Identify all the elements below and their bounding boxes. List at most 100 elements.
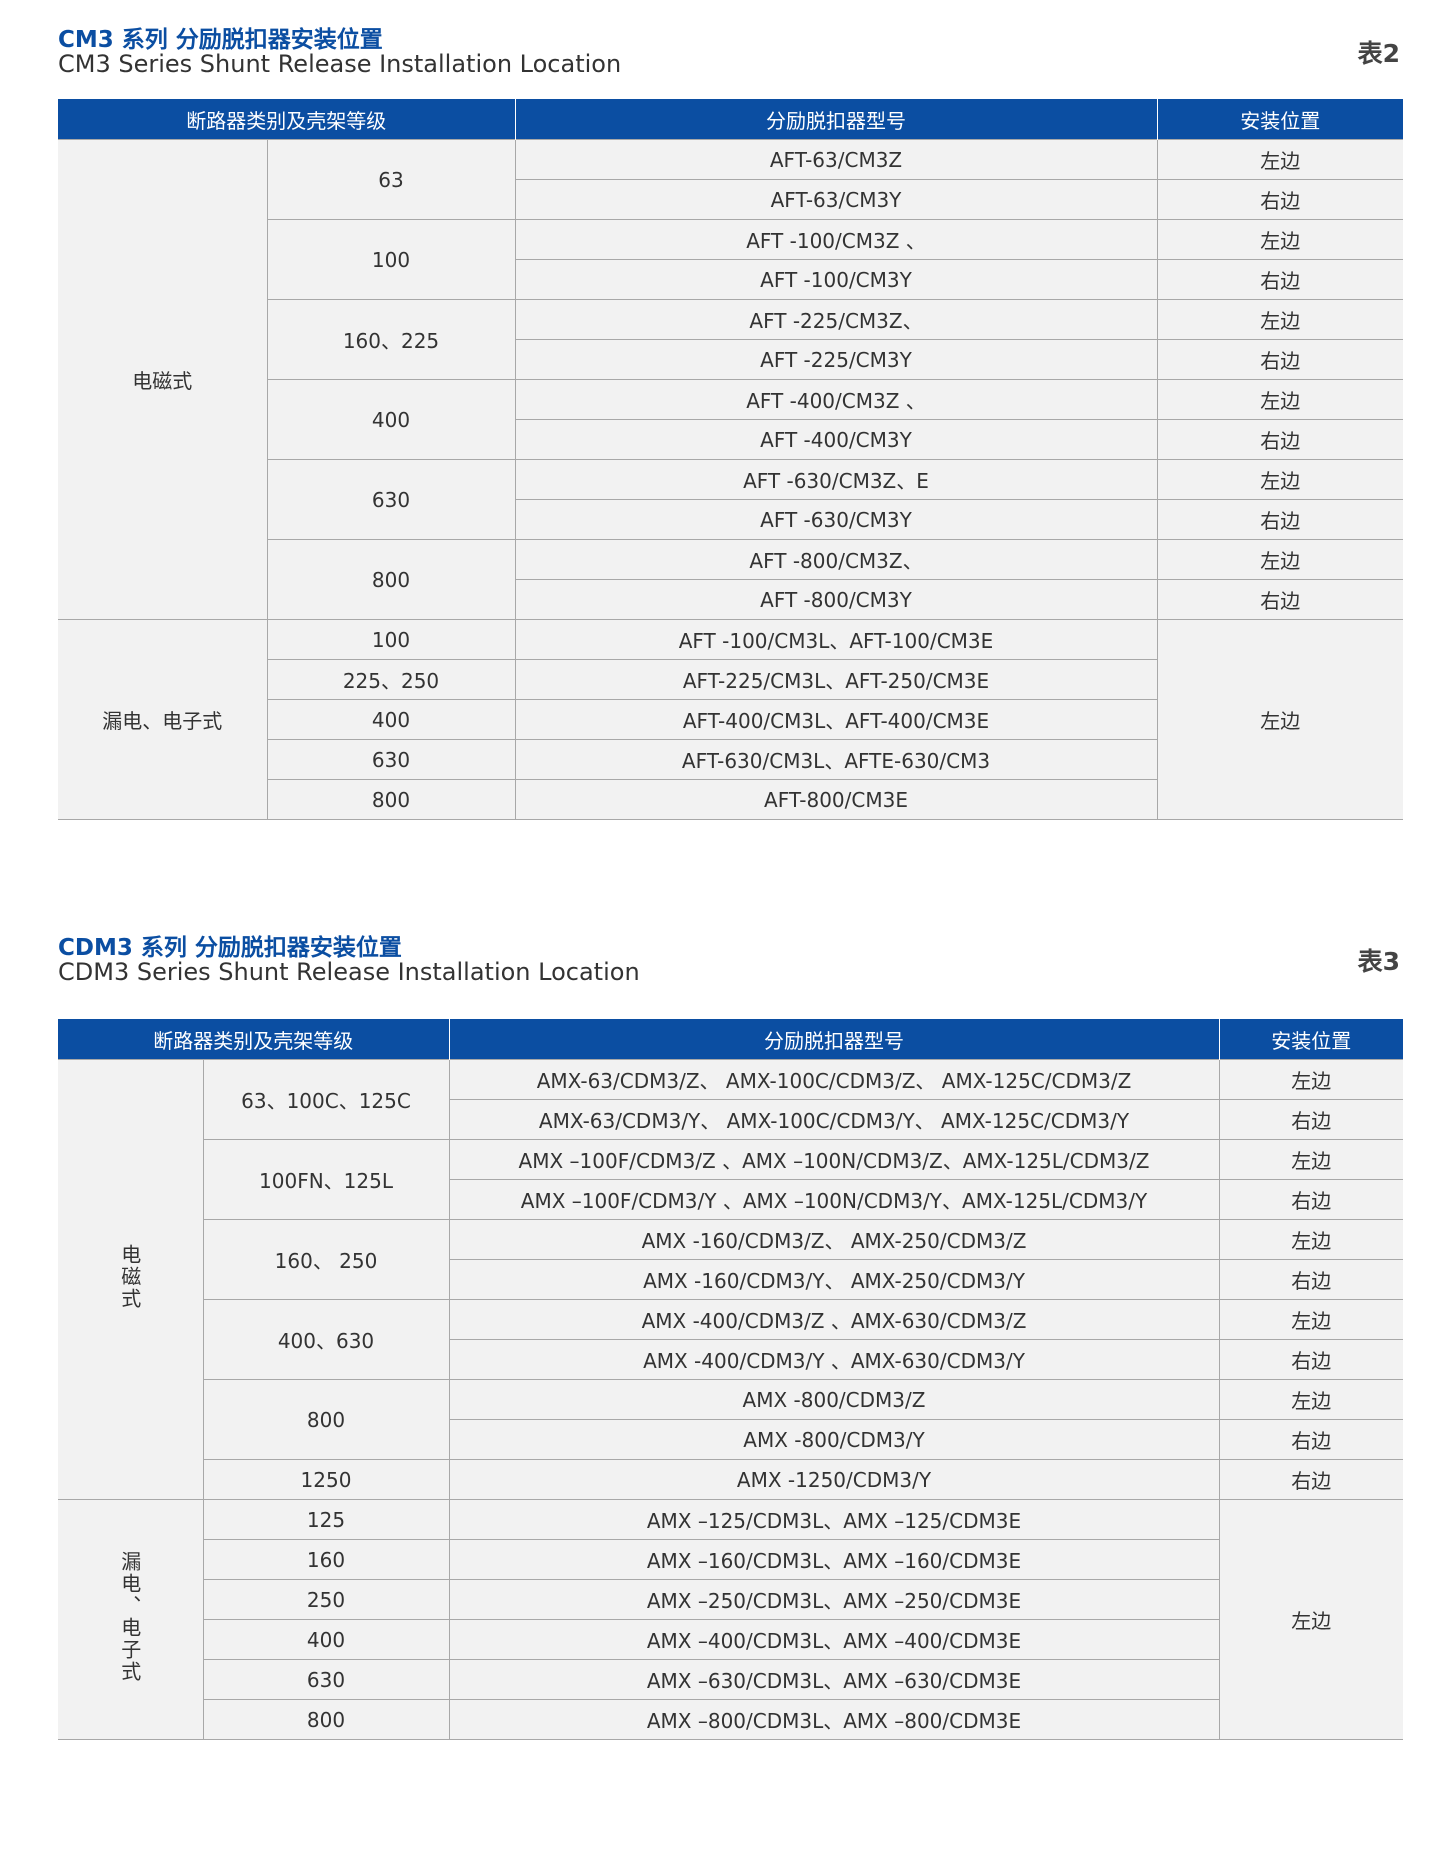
model-cell: AFT -630/CM3Y <box>515 499 1158 540</box>
position-cell: 左边 <box>1156 139 1403 180</box>
position-cell: 左边 <box>1156 459 1403 500</box>
frame-size-cell: 800 <box>203 1379 450 1460</box>
position-cell: 右边 <box>1156 339 1403 380</box>
model-cell: AFT -100/CM3Y <box>515 259 1158 300</box>
category-cell: 漏电、电子式 <box>58 1499 204 1740</box>
frame-size-cell: 630 <box>267 459 516 540</box>
model-cell: AFT -400/CM3Y <box>515 419 1158 460</box>
position-cell: 左边 <box>1156 619 1403 820</box>
table-row: 630 AFT -630/CM3Z、E 左边 <box>58 459 1403 540</box>
frame-size-cell: 400 <box>267 379 516 460</box>
column-header: 断路器类别及壳架等级 <box>58 1019 449 1060</box>
position-cell: 左边 <box>1218 1499 1403 1740</box>
frame-size-cell: 63 <box>266 139 516 220</box>
position-cell: 左边 <box>1218 1379 1403 1420</box>
category-cell: 电磁式 <box>58 139 268 620</box>
table-row: 400 AFT-400/CM3L、AFT-400/CM3E <box>58 699 1403 740</box>
position-cell: 左边 <box>1156 539 1403 580</box>
table-row: AMX -400/CDM3/Y 、AMX-630/CDM3/Y 右边 <box>58 1339 1403 1380</box>
table-row: 100 AFT -100/CM3Z 、左边 <box>58 219 1403 300</box>
column-header: 安装位置 <box>1218 1019 1403 1060</box>
table2-title-cn: CM3 系列 分励脱扣器安装位置 <box>58 27 383 53</box>
table-row: 800 AMX -800/CDM3/Z 左边 <box>58 1379 1403 1460</box>
table-row: 漏电、电子式 100 AFT -100/CM3L、AFT-100/CM3E 左边 <box>58 619 1403 820</box>
model-cell: AFT -800/CM3Y <box>515 579 1158 620</box>
model-cell: AMX –250/CDM3L、AMX –250/CDM3E <box>448 1579 1219 1620</box>
frame-size-cell: 250 <box>203 1579 450 1620</box>
table-row: 160 AMX –160/CDM3L、AMX –160/CDM3E <box>58 1539 1403 1580</box>
table-row: AFT -400/CM3Y 右边 <box>58 419 1403 460</box>
model-cell: AFT-400/CM3L、AFT-400/CM3E <box>514 699 1157 740</box>
table-row: AFT -800/CM3Y 右边 <box>58 579 1403 620</box>
category-label: 漏电、电子式 <box>117 1551 142 1683</box>
model-cell: AMX -400/CDM3/Z 、AMX-630/CDM3/Z <box>448 1299 1220 1340</box>
table-row: 800 AMX –800/CDM3L、AMX –800/CDM3E <box>58 1699 1403 1740</box>
table-row: 630 AFT-630/CM3L、AFTE-630/CM3 <box>58 739 1403 780</box>
model-cell: AMX –400/CDM3L、AMX –400/CDM3E <box>448 1619 1219 1660</box>
header-row: 断路器类别及壳架等级 分励脱扣器型号 安装位置 <box>58 1019 1403 1060</box>
table-row: 630 AMX –630/CDM3L、AMX –630/CDM3E <box>58 1659 1403 1700</box>
frame-size-cell: 100 <box>267 219 516 300</box>
table-row: 100FN、125L AMX –100F/CDM3/Z 、AMX –100N/CD… <box>58 1139 1403 1220</box>
position-cell: 右边 <box>1156 179 1403 220</box>
position-cell: 右边 <box>1156 579 1403 620</box>
frame-size-cell: 400 <box>203 1619 450 1660</box>
position-cell: 左边 <box>1156 299 1403 340</box>
frame-size-cell: 800 <box>267 539 516 620</box>
frame-size-cell: 225、250 <box>267 659 516 700</box>
model-cell: AFT -225/CM3Z、 <box>514 299 1158 340</box>
frame-size-cell: 630 <box>267 739 516 780</box>
model-cell: AMX –800/CDM3L、AMX –800/CDM3E <box>448 1699 1219 1740</box>
model-cell: AFT-800/CM3E <box>514 779 1157 820</box>
position-cell: 右边 <box>1218 1339 1403 1380</box>
model-cell: AFT -225/CM3Y <box>515 339 1158 380</box>
table3-tag: 表3 <box>1357 947 1400 976</box>
model-cell: AMX –630/CDM3L、AMX –630/CDM3E <box>448 1659 1219 1700</box>
position-cell: 左边 <box>1156 219 1403 260</box>
category-label: 电磁式 <box>132 369 193 393</box>
position-cell: 右边 <box>1156 419 1403 460</box>
table-row: AMX-63/CDM3/Y、 AMX-100C/CDM3/Y、 AMX-125C… <box>58 1099 1403 1140</box>
category-cell: 漏电、电子式 <box>58 619 268 820</box>
table-row: AFT-63/CM3Y 右边 <box>58 179 1403 220</box>
model-cell: AMX-63/CDM3/Z、 AMX-100C/CDM3/Z、 AMX-125C… <box>448 1059 1220 1100</box>
table2-tag: 表2 <box>1357 39 1400 68</box>
frame-size-cell: 400 <box>267 699 516 740</box>
table-row: AMX –100F/CDM3/Y 、AMX –100N/CDM3/Y、AMX-1… <box>58 1179 1403 1220</box>
frame-size-cell: 160、225 <box>267 299 516 380</box>
frame-size-cell: 160 <box>203 1539 450 1580</box>
table-row: 225、250 AFT-225/CM3L、AFT-250/CM3E <box>58 659 1403 700</box>
table-row: 800 AFT -800/CM3Z、 左边 <box>58 539 1403 620</box>
category-label: 电磁式 <box>117 1244 142 1310</box>
model-cell: AMX-63/CDM3/Y、 AMX-100C/CDM3/Y、 AMX-125C… <box>449 1099 1220 1140</box>
model-cell: AMX –125/CDM3L、AMX –125/CDM3E <box>448 1499 1220 1540</box>
table-row: 1250 AMX -1250/CDM3/Y 右边 <box>58 1459 1403 1500</box>
frame-size-cell: 160、 250 <box>203 1219 450 1300</box>
table3-title-cn: CDM3 系列 分励脱扣器安装位置 <box>58 935 402 961</box>
table2-title-en: CM3 Series Shunt Release Installation Lo… <box>58 50 622 78</box>
position-cell: 右边 <box>1156 259 1403 300</box>
table-row: AFT -100/CM3Y 右边 <box>58 259 1403 300</box>
table-row: 400 AMX –400/CDM3L、AMX –400/CDM3E <box>58 1619 1403 1660</box>
cm3-shunt-release-table: 断路器类别及壳架等级 分励脱扣器型号 安装位置 电磁式 63 AFT-63/CM3Z 左边 A… <box>58 99 1403 820</box>
model-cell: AFT-630/CM3L、AFTE-630/CM3 <box>514 739 1157 780</box>
table-row: 电磁式 63 AFT-63/CM3Z 左边 <box>58 139 1403 620</box>
table-row: 400 AFT -400/CM3Z 、左边 <box>58 379 1403 460</box>
position-cell: 右边 <box>1218 1099 1403 1140</box>
table-row: AFT -225/CM3Y 右边 <box>58 339 1403 380</box>
model-cell: AFT -100/CM3L、AFT-100/CM3E <box>514 619 1158 660</box>
table-row: 250 AMX –250/CDM3L、AMX –250/CDM3E <box>58 1579 1403 1620</box>
model-cell: AMX -160/CDM3/Y、 AMX-250/CDM3/Y <box>449 1259 1220 1300</box>
frame-size-cell: 125 <box>202 1499 450 1540</box>
column-header: 安装位置 <box>1156 99 1403 140</box>
model-cell: AMX -800/CDM3/Z <box>448 1379 1220 1420</box>
table-row: AMX -800/CDM3/Y 右边 <box>58 1419 1403 1460</box>
model-cell: AMX –160/CDM3L、AMX –160/CDM3E <box>448 1539 1219 1580</box>
position-cell: 左边 <box>1218 1139 1403 1180</box>
table-row: 160、 250 AMX -160/CDM3/Z、 AMX-250/CDM3/Z 左… <box>58 1219 1403 1300</box>
model-cell: AFT-63/CM3Y <box>515 179 1158 220</box>
model-cell: AFT -100/CM3Z 、 <box>514 219 1158 260</box>
column-header: 断路器类别及壳架等级 <box>58 99 515 140</box>
position-cell: 左边 <box>1156 379 1403 420</box>
table-row: 电磁式 63、100C、125C AMX-63/CDM3/Z、 AMX-100C/C… <box>58 1059 1403 1500</box>
